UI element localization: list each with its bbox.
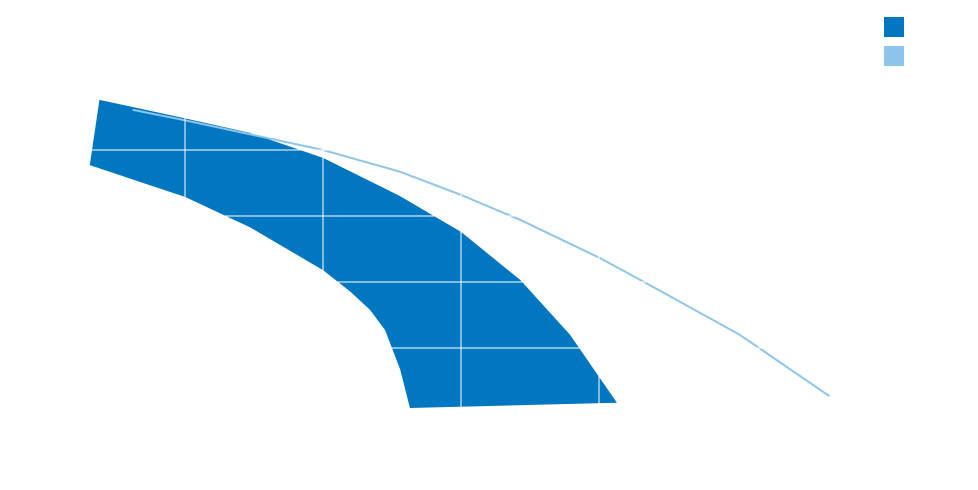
line-series [132,108,831,398]
legend-swatch [884,46,904,66]
band-area [89,99,617,409]
legend-swatch [884,17,904,37]
